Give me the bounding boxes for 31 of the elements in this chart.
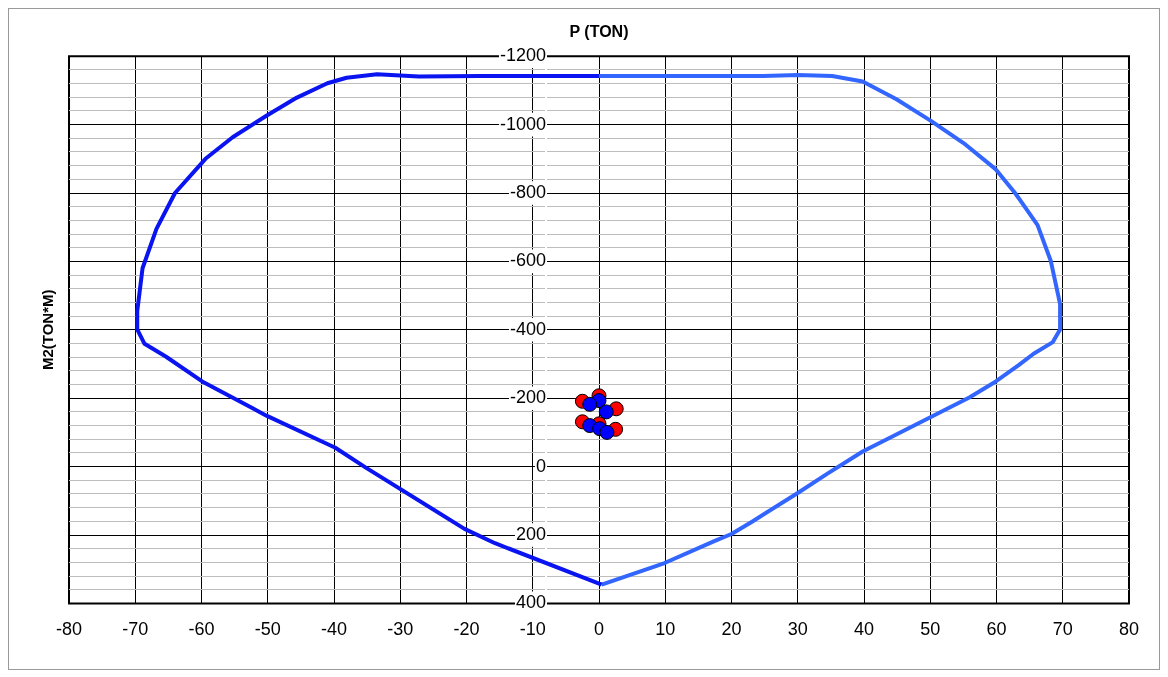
y-tick-label: -200 xyxy=(509,387,546,408)
y-axis-title: M2(TON*M) xyxy=(39,289,57,371)
point xyxy=(599,424,615,440)
x-tick-label: -30 xyxy=(387,619,414,640)
x-tick-label: -80 xyxy=(55,619,83,640)
y-tick-label: 400 xyxy=(515,592,546,613)
x-tick-label: -50 xyxy=(254,619,281,640)
y-tick-label: -800 xyxy=(509,181,546,202)
y-tick-label: -400 xyxy=(509,318,546,339)
y-tick-label: 200 xyxy=(515,523,546,544)
x-tick-label: 80 xyxy=(1118,619,1140,640)
y-tick-label: 0 xyxy=(535,455,546,476)
x-tick-label: 0 xyxy=(593,619,605,640)
y-tick-label: -1200 xyxy=(499,45,546,66)
x-tick-label: 50 xyxy=(920,619,941,640)
x-tick-label: 30 xyxy=(787,619,808,640)
x-tick-label: -10 xyxy=(519,619,546,640)
x-tick-label: 10 xyxy=(655,619,676,640)
point xyxy=(598,404,614,420)
x-tick-label: 70 xyxy=(1052,619,1073,640)
point xyxy=(582,396,598,412)
x-tick-label: -70 xyxy=(122,619,149,640)
x-tick-label: -60 xyxy=(188,619,215,640)
x-tick-label: 60 xyxy=(986,619,1007,640)
y-tick-label: -1000 xyxy=(499,113,546,134)
x-tick-label: -20 xyxy=(453,619,480,640)
x-tick-label: -40 xyxy=(320,619,348,640)
x-tick-label: 20 xyxy=(721,619,742,640)
x-tick-label: 40 xyxy=(853,619,875,640)
chart-title: P (TON) xyxy=(569,23,629,41)
y-tick-label: -600 xyxy=(509,250,546,271)
